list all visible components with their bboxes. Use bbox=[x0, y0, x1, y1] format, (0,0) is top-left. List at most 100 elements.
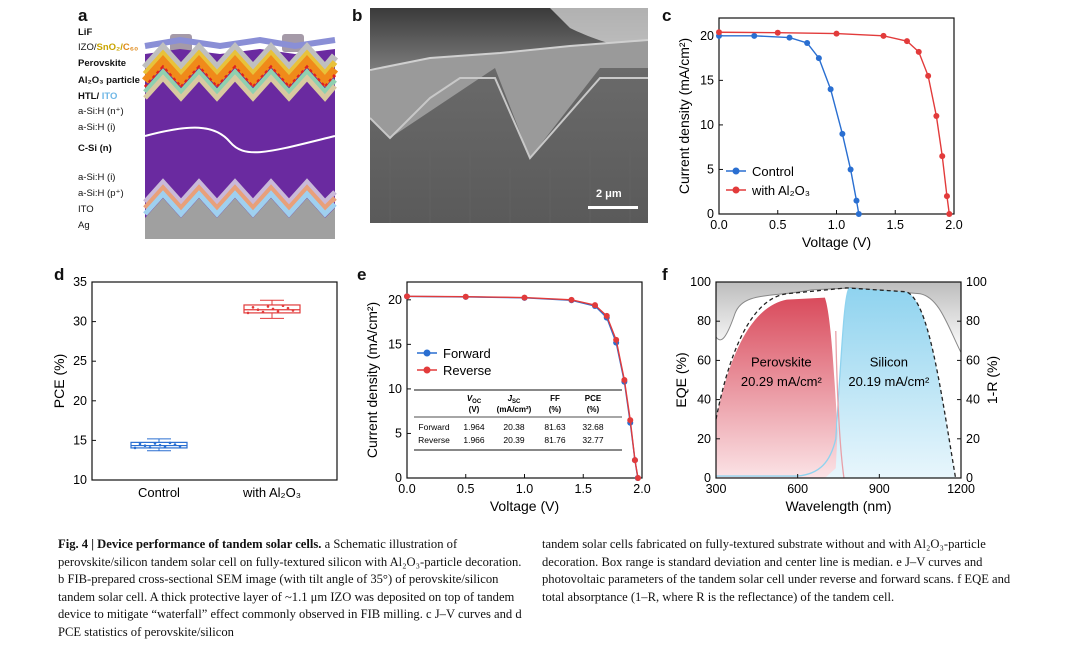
data-point bbox=[568, 296, 575, 303]
plot-frame bbox=[406, 281, 643, 479]
scale-bar-label: 2 μm bbox=[596, 188, 622, 200]
box-point bbox=[168, 441, 172, 445]
table-cell: Forward bbox=[418, 422, 449, 432]
box-point bbox=[138, 442, 142, 446]
x-tick-label: 2.0 bbox=[633, 482, 650, 496]
data-point bbox=[904, 38, 910, 45]
data-point bbox=[833, 30, 840, 37]
box-point bbox=[256, 308, 260, 312]
data-point bbox=[631, 457, 638, 464]
chart-d: 10 15 20 25 30 35 PCE (%) Control with Al₂O₃ bbox=[51, 275, 338, 500]
data-point bbox=[880, 32, 887, 39]
layer-label-perovskite: Perovskite bbox=[78, 58, 127, 69]
layer-label-asi-i-top: a-Si:H (i) bbox=[78, 122, 116, 133]
layer-label-ito-bottom: ITO bbox=[78, 204, 94, 215]
table-header: PCE bbox=[585, 394, 602, 403]
y-tick-label: 20 bbox=[388, 293, 402, 307]
legend-label: Forward bbox=[443, 346, 491, 361]
perovskite-eqe-area bbox=[716, 297, 842, 478]
x-tick-label: 0.0 bbox=[710, 218, 727, 232]
silicon-value: 20.19 mA/cm² bbox=[848, 374, 930, 389]
data-point bbox=[635, 475, 642, 481]
y-tick-label: 10 bbox=[388, 382, 402, 396]
data-point bbox=[716, 29, 722, 36]
table-header-unit: (%) bbox=[587, 405, 600, 414]
plot-frame bbox=[91, 281, 338, 481]
x-tick-label: 600 bbox=[787, 482, 808, 496]
y-tick-label: 5 bbox=[395, 426, 402, 440]
y2-tick-label: 40 bbox=[966, 393, 980, 407]
data-point bbox=[786, 34, 793, 41]
table-header-unit: (V) bbox=[469, 405, 480, 414]
box-point bbox=[133, 446, 137, 450]
perovskite-label: Perovskite bbox=[751, 354, 812, 369]
x-tick-label: 900 bbox=[869, 482, 890, 496]
y2-axis-label: 1-R (%) bbox=[984, 356, 1000, 404]
x-axis-label: Wavelength (nm) bbox=[785, 498, 891, 514]
data-point bbox=[592, 302, 598, 309]
table-cell: 20.39 bbox=[503, 435, 525, 445]
one-minus-r-line bbox=[715, 287, 962, 353]
one-minus-r-band bbox=[716, 282, 961, 353]
box-point bbox=[246, 311, 250, 315]
silicon-eqe-line bbox=[716, 287, 850, 477]
layer-label-ag-bottom: Ag bbox=[78, 220, 90, 231]
caption-left: Fig. 4 | Device performance of tandem so… bbox=[58, 536, 530, 641]
y-tick-label: 10 bbox=[73, 473, 87, 487]
y-axis-label: Current density (mA/cm²) bbox=[676, 38, 692, 194]
y-tick-label: 100 bbox=[690, 275, 711, 289]
silicon-label: Silicon bbox=[870, 354, 908, 369]
plot-frame bbox=[715, 281, 962, 479]
legend-label: Control bbox=[752, 164, 794, 179]
data-point bbox=[839, 130, 846, 137]
layer-label-al2o3: Al₂O₃ particle bbox=[78, 75, 140, 86]
legend-marker bbox=[423, 349, 431, 357]
table-header-unit: (mA/cm²) bbox=[497, 405, 532, 414]
legend-marker bbox=[732, 167, 740, 175]
table-cell: 32.68 bbox=[582, 422, 604, 432]
box-point bbox=[158, 443, 162, 447]
data-point bbox=[815, 55, 822, 62]
y-tick-label: 15 bbox=[700, 73, 714, 87]
layer-label-htl: HTL/ bbox=[78, 91, 102, 102]
panel-label-d: d bbox=[54, 265, 65, 284]
y-tick-label: 0 bbox=[395, 471, 402, 485]
panel-label-f: f bbox=[662, 265, 668, 284]
panel-label-e: e bbox=[357, 265, 367, 284]
y-axis-label: Current density (mA/cm²) bbox=[364, 302, 380, 458]
total-eqe-dashed bbox=[715, 287, 957, 479]
x-tick-label: 1200 bbox=[947, 482, 975, 496]
table-header: VOC bbox=[467, 394, 482, 405]
data-point bbox=[853, 197, 860, 204]
table-header: JSC bbox=[508, 394, 521, 405]
box-point bbox=[291, 309, 295, 312]
y-tick-label: 60 bbox=[697, 353, 711, 367]
box-point bbox=[286, 306, 290, 310]
y-tick-label: 40 bbox=[697, 393, 711, 407]
y-tick-label: 20 bbox=[697, 432, 711, 446]
data-point bbox=[925, 72, 932, 79]
table-cell: 32.77 bbox=[582, 435, 604, 445]
x-tick-label: 0.0 bbox=[398, 482, 415, 496]
y-tick-label: 20 bbox=[73, 394, 87, 408]
series-line-0 bbox=[719, 35, 860, 215]
schematic-panel-a: Ag LiF IZO/SnO₂/C₆₀ Perovskite Al₂O₃ par… bbox=[70, 14, 340, 239]
x-tick-label: 1.5 bbox=[887, 218, 904, 232]
layer-label-asi-i-bottom: a-Si:H (i) bbox=[78, 172, 116, 183]
legend-marker bbox=[732, 186, 740, 194]
data-point bbox=[939, 153, 946, 160]
table-cell: 81.63 bbox=[544, 422, 566, 432]
silicon-eqe-area bbox=[824, 287, 956, 478]
legend-label: Reverse bbox=[443, 363, 491, 378]
box-point bbox=[163, 445, 167, 449]
data-point bbox=[627, 417, 634, 424]
y-tick-label: 15 bbox=[388, 337, 402, 351]
box-point bbox=[173, 443, 177, 446]
legend-marker bbox=[423, 366, 431, 374]
x-tick-label: 0.5 bbox=[457, 482, 474, 496]
y-tick-label: 20 bbox=[700, 29, 714, 43]
layer-label-c60: C₆₀ bbox=[122, 42, 139, 53]
box-point bbox=[153, 442, 157, 445]
layer-label-htl-group: HTL/ ITO bbox=[78, 90, 117, 104]
caption-right: tandem solar cells fabricated on fully-t… bbox=[542, 537, 1011, 604]
